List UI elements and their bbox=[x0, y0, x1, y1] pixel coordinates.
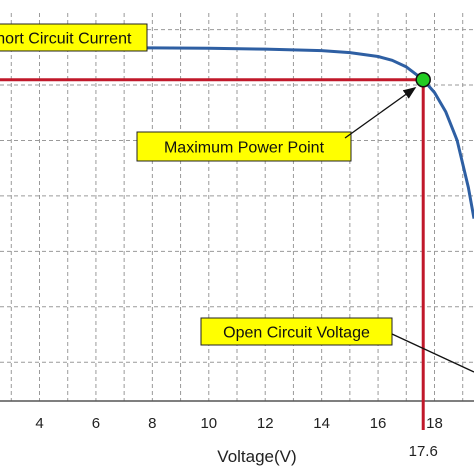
guide-lines bbox=[0, 78, 425, 430]
x-tick-label: 14 bbox=[313, 415, 330, 432]
x-tick-label: 12 bbox=[257, 415, 274, 432]
mpp-voltage-label: 17.6 bbox=[409, 443, 438, 460]
x-tick-label: 8 bbox=[148, 415, 156, 432]
x-tick-label: 10 bbox=[200, 415, 217, 432]
callouts: Short Circuit Current Maximum Power Point… bbox=[0, 23, 474, 373]
max-power-point-marker bbox=[415, 71, 431, 88]
x-tick-label: 4 bbox=[35, 415, 43, 432]
short-circuit-callout-text: Short Circuit Current bbox=[0, 31, 132, 48]
x-tick-labels: 4 6 8 10 12 14 16 18 17.6 bbox=[35, 415, 443, 460]
short-circuit-callout-box bbox=[0, 23, 148, 52]
x-tick-label: 6 bbox=[92, 415, 100, 432]
mpp-callout-box bbox=[136, 131, 352, 162]
open-circuit-callout-text: Open Circuit Voltage bbox=[223, 325, 370, 342]
x-axis-label: Voltage(V) bbox=[217, 447, 296, 466]
mpp-arrow bbox=[344, 86, 417, 139]
mpp-callout-text: Maximum Power Point bbox=[164, 140, 325, 157]
open-circuit-callout-box bbox=[200, 317, 393, 346]
x-tick-label: 18 bbox=[426, 415, 443, 432]
open-circuit-arrow bbox=[391, 333, 474, 373]
x-tick-label: 16 bbox=[370, 415, 387, 432]
